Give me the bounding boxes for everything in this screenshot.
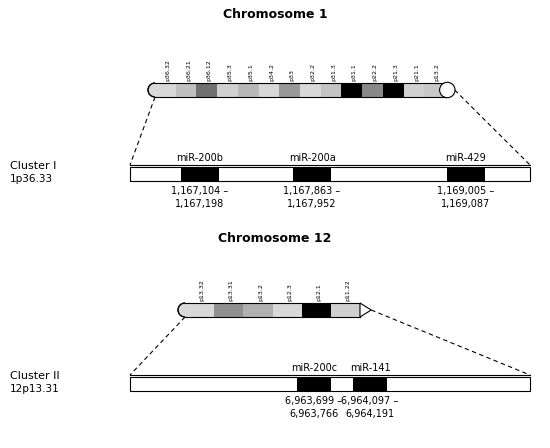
Text: p31.3: p31.3 — [331, 63, 336, 81]
Text: p21.1: p21.1 — [414, 63, 419, 81]
Text: p13.32: p13.32 — [200, 279, 205, 301]
Text: 1,167,104 –
1,167,198: 1,167,104 – 1,167,198 — [172, 186, 229, 209]
Bar — [293, 167, 331, 181]
Text: p31.1: p31.1 — [352, 63, 357, 81]
Bar — [130, 377, 530, 391]
Text: miR-141: miR-141 — [350, 363, 390, 373]
Bar — [404, 83, 424, 97]
Text: p13.31: p13.31 — [229, 279, 234, 301]
Text: p22.2: p22.2 — [372, 63, 377, 81]
Bar — [300, 83, 321, 97]
Bar — [383, 83, 404, 97]
Text: p36.12: p36.12 — [207, 59, 212, 81]
Text: miR-429: miR-429 — [446, 153, 486, 163]
Text: p35.1: p35.1 — [248, 63, 253, 81]
Bar — [342, 83, 362, 97]
Bar — [447, 167, 485, 181]
Bar — [331, 303, 360, 317]
Text: p21.3: p21.3 — [393, 63, 398, 81]
Text: p35.3: p35.3 — [228, 63, 233, 81]
Text: p33: p33 — [290, 69, 295, 81]
Text: 6,964,097 –
6,964,191: 6,964,097 – 6,964,191 — [342, 396, 399, 419]
Text: p12.1: p12.1 — [316, 283, 321, 301]
Bar — [258, 83, 279, 97]
Text: 1,169,005 –
1,169,087: 1,169,005 – 1,169,087 — [437, 186, 494, 209]
Bar — [243, 303, 272, 317]
Text: p11.22: p11.22 — [345, 279, 350, 301]
Bar — [181, 167, 219, 181]
Text: miR-200c: miR-200c — [291, 363, 337, 373]
Bar — [272, 303, 301, 317]
Text: miR-200b: miR-200b — [177, 153, 223, 163]
Text: Cluster II: Cluster II — [10, 371, 59, 381]
Text: 1,167,863 –
1,167,952: 1,167,863 – 1,167,952 — [283, 186, 340, 209]
Bar — [196, 83, 217, 97]
Bar — [301, 303, 331, 317]
Text: 6,963,699 –
6,963,766: 6,963,699 – 6,963,766 — [285, 396, 343, 419]
Bar — [321, 83, 342, 97]
Polygon shape — [148, 83, 155, 97]
Circle shape — [439, 82, 455, 98]
Text: p13.2: p13.2 — [258, 283, 263, 301]
Bar — [214, 303, 243, 317]
Bar — [279, 83, 300, 97]
Text: miR-200a: miR-200a — [289, 153, 336, 163]
Bar — [175, 83, 196, 97]
Polygon shape — [178, 303, 185, 317]
Text: Chromosome 12: Chromosome 12 — [218, 232, 332, 245]
Bar — [155, 83, 175, 97]
Text: p32.2: p32.2 — [310, 63, 315, 81]
Bar — [353, 377, 387, 391]
Text: 12p13.31: 12p13.31 — [10, 384, 60, 394]
Text: Cluster I: Cluster I — [10, 161, 56, 171]
Bar — [130, 167, 530, 181]
Text: 1p36.33: 1p36.33 — [10, 174, 53, 184]
Text: p34.2: p34.2 — [269, 63, 274, 81]
Text: p36.21: p36.21 — [186, 59, 191, 81]
Bar — [362, 83, 383, 97]
Text: Chromosome 1: Chromosome 1 — [223, 8, 327, 21]
Text: p13.2: p13.2 — [434, 63, 439, 81]
Text: p36.32: p36.32 — [166, 59, 170, 81]
Bar — [297, 377, 331, 391]
Bar — [217, 83, 238, 97]
Bar — [424, 83, 445, 97]
Polygon shape — [360, 303, 371, 317]
Text: p12.3: p12.3 — [287, 283, 292, 301]
Bar — [238, 83, 258, 97]
Bar — [185, 303, 214, 317]
